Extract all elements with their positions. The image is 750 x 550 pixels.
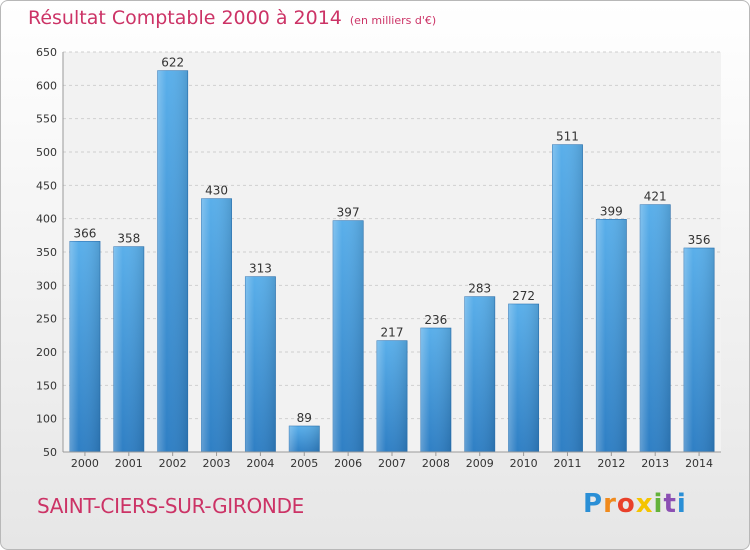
y-tick-label: 100 — [36, 413, 57, 426]
x-tick-label: 2011 — [553, 457, 581, 470]
data-label: 358 — [117, 232, 140, 246]
bar-shade — [596, 219, 627, 452]
bar-shade — [113, 246, 144, 452]
data-label: 272 — [512, 289, 535, 303]
bar-shade — [640, 204, 671, 452]
x-tick-label: 2006 — [334, 457, 362, 470]
y-tick-label: 300 — [36, 279, 57, 292]
chart-subtitle: (en milliers d'€) — [349, 14, 437, 27]
data-label: 356 — [688, 233, 711, 247]
x-tick-label: 2007 — [378, 457, 406, 470]
x-tick-label: 2014 — [685, 457, 713, 470]
data-label: 313 — [249, 262, 272, 276]
bar-shade — [420, 328, 452, 452]
x-tick-label: 2003 — [203, 457, 231, 470]
proxiti-logo[interactable]: Proxiti — [583, 489, 687, 519]
y-tick-label: 150 — [36, 379, 57, 392]
y-tick-label: 50 — [43, 446, 57, 459]
data-label: 217 — [381, 326, 404, 340]
chart-title: Résultat Comptable 2000 à 2014 — [28, 7, 342, 29]
x-tick-label: 2012 — [597, 457, 625, 470]
y-tick-label: 500 — [36, 146, 57, 159]
bar-shade — [552, 144, 583, 452]
bar-shade — [289, 426, 320, 452]
bar-shade — [157, 70, 188, 453]
data-label: 421 — [644, 190, 667, 204]
bar-shade — [201, 198, 232, 452]
x-tick-label: 2005 — [290, 457, 318, 470]
bar-shade — [245, 276, 276, 452]
data-label: 399 — [600, 204, 623, 218]
y-tick-label: 400 — [36, 213, 57, 226]
y-tick-label: 600 — [36, 79, 57, 92]
data-label: 397 — [337, 206, 360, 220]
data-label: 283 — [468, 282, 491, 296]
x-tick-label: 2004 — [246, 457, 274, 470]
bar-shade — [332, 220, 364, 452]
x-tick-label: 2010 — [510, 457, 538, 470]
x-tick-label: 2000 — [71, 457, 99, 470]
data-label: 511 — [556, 130, 579, 144]
data-label: 430 — [205, 184, 228, 198]
x-tick-label: 2001 — [115, 457, 143, 470]
data-label: 89 — [297, 411, 312, 425]
data-label: 366 — [73, 226, 96, 240]
bar-shade — [376, 340, 408, 452]
x-tick-label: 2009 — [466, 457, 494, 470]
bar-shade — [464, 296, 495, 452]
data-label: 236 — [424, 313, 447, 327]
x-tick-label: 2013 — [641, 457, 669, 470]
y-tick-label: 550 — [36, 113, 57, 126]
y-tick-label: 650 — [36, 46, 57, 59]
bar-shade — [683, 248, 715, 452]
bar-shade — [508, 304, 539, 452]
y-tick-label: 200 — [36, 346, 57, 359]
title-row: Résultat Comptable 2000 à 2014 (en millie… — [28, 7, 436, 29]
y-tick-label: 250 — [36, 313, 57, 326]
y-tick-label: 450 — [36, 179, 57, 192]
y-tick-label: 350 — [36, 246, 57, 259]
x-tick-label: 2008 — [422, 457, 450, 470]
commune-name: SAINT-CIERS-SUR-GIRONDE — [37, 494, 305, 518]
bar-shade — [69, 241, 101, 452]
data-label: 622 — [161, 56, 184, 70]
x-tick-label: 2002 — [159, 457, 187, 470]
